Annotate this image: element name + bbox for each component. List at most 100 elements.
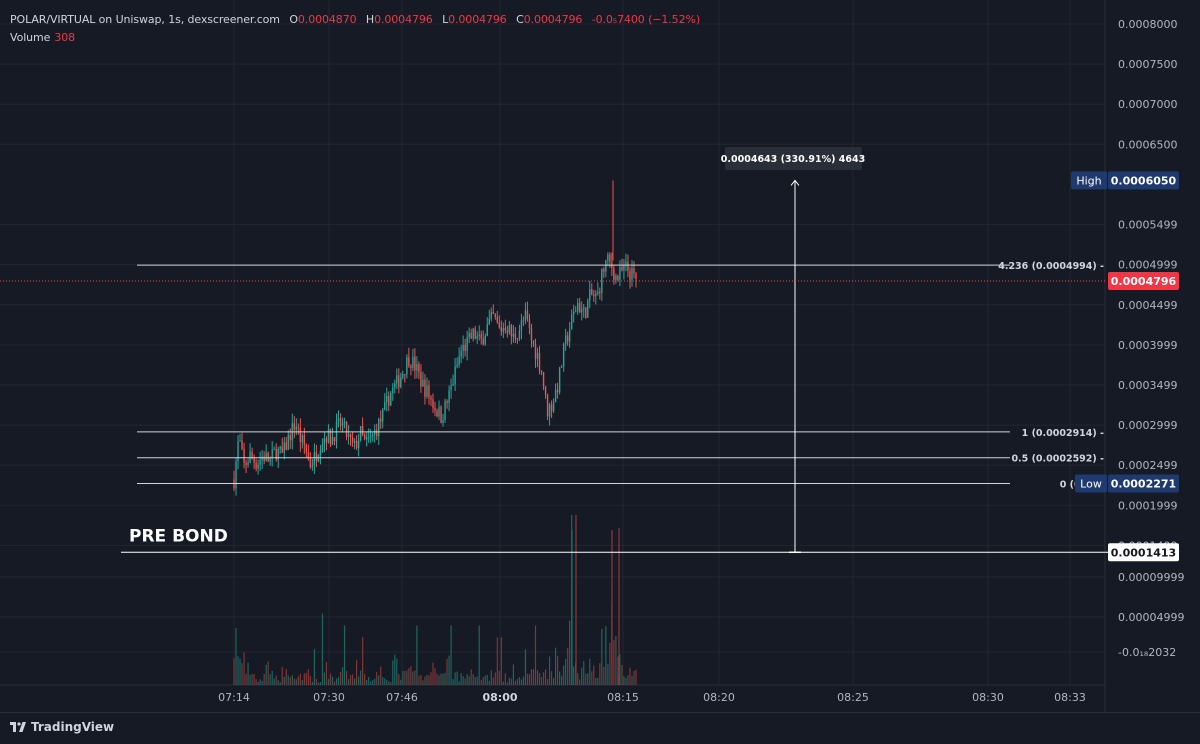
- time-axis: 07:14 07:30 07:46 08:00 08:15 08:20 08:25 08:30…: [0, 684, 1105, 704]
- candle-body: [492, 312, 494, 314]
- volume-bar: [550, 671, 553, 685]
- candle: [605, 259, 607, 278]
- volume-bar: [291, 675, 293, 685]
- candle: [430, 395, 432, 407]
- candle: [349, 433, 352, 446]
- volume-bar: [458, 681, 460, 685]
- high-price-badge: 0.0006050: [1111, 174, 1177, 187]
- candle-body: [269, 457, 271, 462]
- volume-bar: [454, 672, 456, 685]
- candle: [512, 325, 515, 343]
- candle: [583, 304, 585, 318]
- volume-bar: [301, 679, 303, 685]
- volume-bar: [241, 663, 243, 685]
- volume-bar: [629, 667, 631, 685]
- candle: [591, 283, 593, 296]
- candle: [474, 325, 476, 340]
- candle: [355, 435, 358, 451]
- candle-body: [532, 340, 535, 345]
- volume-bar: [583, 661, 585, 685]
- price-chart[interactable]: 0.0008000 0.0007500 0.0007000 0.0006500 0.00…: [0, 0, 1200, 712]
- volume-bar: [528, 674, 531, 685]
- chart-legend: POLAR/VIRTUAL on Uniswap, 1s, dexscreene…: [10, 11, 700, 47]
- candle: [446, 399, 448, 409]
- candle: [613, 265, 615, 285]
- volume-bar: [374, 678, 376, 685]
- candle-body: [430, 397, 432, 400]
- candle: [627, 254, 629, 278]
- candle-body: [599, 291, 601, 293]
- volume-bar: [267, 661, 269, 685]
- candle: [587, 298, 589, 318]
- candle-body: [275, 449, 277, 460]
- candle: [536, 347, 539, 368]
- volume-bar: [269, 674, 271, 685]
- volume-bar: [247, 662, 249, 685]
- tradingview-logo[interactable]: TradingView: [10, 720, 114, 734]
- volume-bar: [396, 658, 398, 685]
- candle: [540, 370, 543, 375]
- candle: [353, 438, 356, 450]
- candle-body: [420, 372, 422, 387]
- volume-bar: [561, 675, 563, 685]
- candle: [369, 428, 372, 444]
- candle: [466, 330, 468, 361]
- measure-label: 0.0004643 (330.91%) 4643: [721, 154, 865, 165]
- candle: [315, 444, 318, 468]
- volume-bar: [339, 672, 342, 685]
- candle: [233, 470, 235, 492]
- candle: [442, 413, 444, 427]
- candle: [347, 425, 350, 445]
- candle: [386, 387, 388, 412]
- candle-body: [516, 338, 519, 340]
- price-tick-label: 0.0007000: [1118, 98, 1178, 111]
- symbol-title[interactable]: POLAR/VIRTUAL on Uniswap, 1s, dexscreene…: [10, 13, 280, 26]
- candle-body: [257, 464, 259, 469]
- volume-bar: [595, 677, 597, 685]
- candle: [307, 444, 310, 461]
- price-tick-label: 0.0002499: [1118, 459, 1178, 472]
- candle-body: [585, 307, 587, 318]
- volume-bar: [325, 662, 328, 685]
- candle: [546, 393, 549, 421]
- volume-bar: [474, 677, 476, 685]
- candle: [518, 324, 521, 342]
- candle: [382, 407, 384, 429]
- volume-bar: [504, 673, 506, 685]
- candle: [564, 328, 567, 351]
- volume-bar: [398, 674, 400, 685]
- candle-body: [546, 394, 549, 417]
- candle-body: [450, 385, 452, 391]
- candle: [436, 408, 438, 418]
- price-tick-label: 0.0006500: [1118, 138, 1178, 151]
- candle-body: [297, 426, 300, 428]
- candle-body: [444, 401, 446, 420]
- candle: [440, 405, 442, 424]
- candle: [490, 307, 492, 322]
- volume-bar: [275, 675, 277, 685]
- candle: [388, 391, 390, 411]
- candle-body: [595, 293, 597, 297]
- volume-bar: [496, 637, 498, 685]
- volume-bar: [482, 677, 484, 685]
- candle: [558, 366, 561, 395]
- volume-bar: [420, 674, 422, 685]
- volume-bar: [520, 679, 523, 685]
- candle-body: [359, 426, 362, 441]
- candle: [343, 417, 346, 429]
- volume-bar: [542, 672, 545, 685]
- candle: [406, 354, 408, 379]
- candle-body: [500, 327, 503, 332]
- candle-body: [454, 366, 456, 385]
- candle-body: [488, 318, 490, 325]
- candle-body: [325, 438, 328, 443]
- volume-bar: [438, 675, 440, 685]
- candle-body: [317, 455, 320, 462]
- tradingview-brand: TradingView: [31, 720, 115, 734]
- candle-body: [548, 404, 551, 417]
- time-tick-label: 07:46: [386, 691, 418, 704]
- candle: [380, 410, 382, 430]
- volume-bar: [512, 664, 514, 685]
- measure-arrow-head: [790, 179, 800, 186]
- volume-bar: [546, 679, 549, 685]
